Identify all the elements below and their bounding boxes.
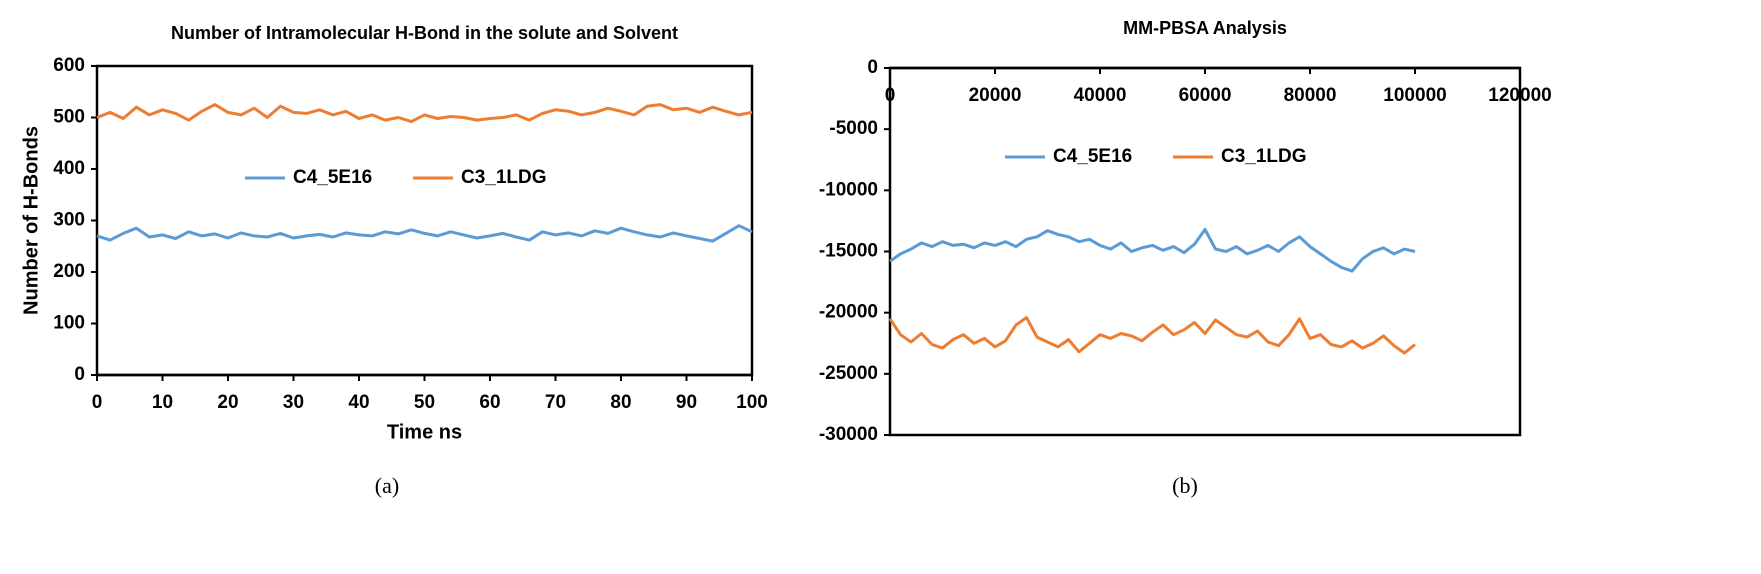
y-axis-label: Number of H-Bonds: [20, 126, 42, 315]
x-tick-label: 80000: [1284, 85, 1337, 106]
y-tick-label: 400: [53, 158, 85, 179]
y-tick-label: 600: [53, 55, 85, 76]
series-line: [888, 316, 1416, 355]
x-tick-label: 60000: [1179, 85, 1232, 106]
y-tick-label: 200: [53, 261, 85, 282]
y-tick-label: -10000: [819, 179, 878, 200]
x-tick-label: 20: [217, 392, 238, 413]
x-tick-label: 40000: [1074, 85, 1127, 106]
x-tick-label: 90: [676, 392, 697, 413]
caption: (a): [375, 473, 399, 498]
y-tick-label: -15000: [819, 241, 878, 262]
legend-label: C4_5E16: [1053, 146, 1132, 167]
x-tick-label: 30: [283, 392, 304, 413]
x-tick-label: 100: [736, 392, 768, 413]
y-tick-label: 0: [74, 364, 85, 385]
x-tick-label: 40: [348, 392, 369, 413]
x-tick-label: 100000: [1383, 85, 1446, 106]
y-tick-label: 100: [53, 313, 85, 334]
x-tick-label: 0: [885, 85, 896, 106]
x-tick-label: 50: [414, 392, 435, 413]
y-tick-label: 300: [53, 210, 85, 231]
x-tick-label: 10: [152, 392, 173, 413]
legend-label: C3_1LDG: [1221, 146, 1307, 167]
series-line: [96, 103, 753, 124]
x-tick-label: 20000: [969, 85, 1022, 106]
y-tick-label: -30000: [819, 424, 878, 445]
x-axis-label: Time ns: [387, 421, 462, 443]
series-line: [96, 224, 753, 243]
x-tick-label: 80: [610, 392, 631, 413]
caption: (b): [1172, 473, 1198, 498]
y-tick-label: -5000: [829, 118, 878, 139]
x-tick-label: 70: [545, 392, 566, 413]
y-tick-label: -20000: [819, 302, 878, 323]
series-line: [889, 228, 1416, 273]
x-tick-label: 60: [479, 392, 500, 413]
chart-title: MM-PBSA Analysis: [1123, 18, 1287, 38]
y-tick-label: -25000: [819, 363, 878, 384]
y-tick-label: 0: [867, 57, 878, 78]
chart-title: Number of Intramolecular H-Bond in the s…: [171, 23, 678, 43]
legend-label: C4_5E16: [293, 167, 372, 188]
x-tick-label: 120000: [1488, 85, 1551, 106]
legend-label: C3_1LDG: [461, 167, 547, 188]
x-tick-label: 0: [92, 392, 103, 413]
plot-frame: [95, 64, 754, 377]
y-tick-label: 500: [53, 107, 85, 128]
plot-frame: [888, 66, 1522, 437]
